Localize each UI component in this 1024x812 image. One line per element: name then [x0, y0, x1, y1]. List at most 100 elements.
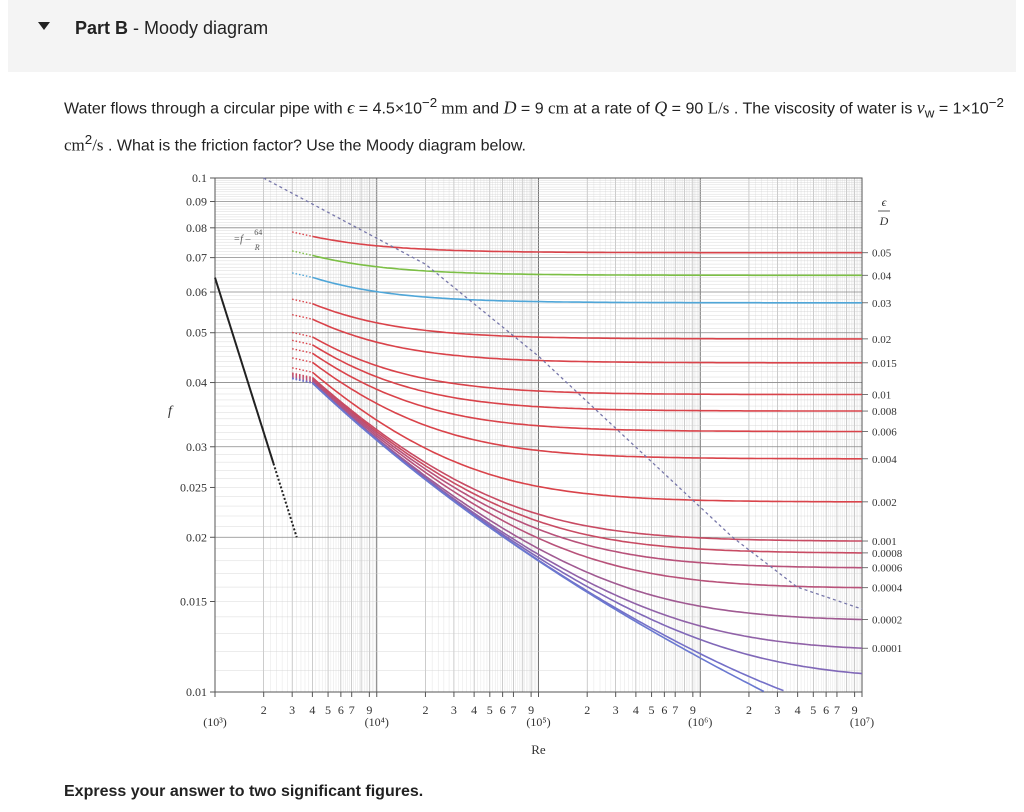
x-tick-label: 4 — [471, 703, 477, 717]
problem-text-4: . The viscosity of water is — [729, 100, 917, 118]
x-tick-label: 2 — [261, 703, 267, 717]
curve-transition-stub — [292, 298, 313, 305]
roughness-curve-0.006 — [311, 352, 862, 433]
x-tick-label: 3 — [451, 703, 457, 717]
roughness-curve-0.004 — [311, 361, 862, 460]
x-tick-label: 9 — [852, 703, 858, 717]
diameter-unit: cm — [548, 98, 569, 118]
epsilon-symbol: ϵ — [347, 97, 355, 118]
y-tick-label: 0.02 — [186, 530, 207, 544]
roughness-curve-0.05 — [312, 235, 862, 254]
x-tick-label: 6 — [500, 703, 506, 717]
y-axis-label: f — [168, 404, 174, 419]
x-tick-label: 5 — [810, 703, 816, 717]
viscosity-unit-rest: /s — [92, 134, 104, 154]
laminar-label: =f – — [233, 234, 251, 245]
curve-transition-stub — [292, 339, 313, 346]
x-axis-label: Re — [531, 742, 546, 757]
problem-text-3: at a rate of — [568, 100, 655, 118]
viscosity-unit: cm — [64, 134, 85, 154]
x-tick-label: 7 — [510, 703, 516, 717]
x-tick-label: 9 — [690, 703, 696, 717]
x-tick-label: 5 — [649, 703, 655, 717]
x-tick-label: 4 — [633, 703, 639, 717]
x-tick-label: 9 — [528, 703, 534, 717]
y-tick-label: 0.015 — [180, 594, 207, 608]
collapse-caret-icon[interactable] — [38, 22, 50, 30]
roughness-curve-0.0008 — [311, 378, 862, 554]
roughness-curve-0.002 — [311, 371, 862, 503]
x-tick-label: 4 — [795, 703, 801, 717]
right-roughness-label: 0.001 — [872, 536, 897, 548]
y-tick-label: 0.07 — [186, 251, 207, 265]
y-tick-label: 0.08 — [186, 221, 207, 235]
roughness-curve-0.015 — [312, 318, 862, 364]
viscosity-subscript: w — [924, 105, 935, 121]
problem-statement: Water flows through a circular pipe with… — [64, 90, 1004, 159]
part-subtitle: - Moody diagram — [128, 18, 269, 38]
x-tick-label: 7 — [349, 703, 355, 717]
roughness-curve-smooth-18 — [311, 382, 765, 693]
laminar-extension-line — [272, 463, 298, 538]
x-decade-label: (10³) — [203, 715, 227, 729]
x-decade-label: (10⁵) — [526, 715, 550, 729]
roughness-curve-0.0004 — [311, 380, 863, 589]
diameter-symbol: D — [503, 97, 517, 118]
roughness-curve-0.01 — [312, 336, 862, 396]
curve-transition-stub — [292, 357, 313, 364]
x-tick-label: 2 — [584, 703, 590, 717]
y-tick-label: 0.06 — [186, 285, 207, 299]
flowrate-value: = 90 — [667, 100, 708, 118]
moody-chart-svg: =f –64R0.10.090.080.070.060.050.040.030.… — [168, 171, 903, 757]
y-tick-label: 0.01 — [186, 685, 207, 699]
right-roughness-label: 0.002 — [872, 497, 897, 509]
x-decade-label: (10⁷) — [850, 715, 874, 729]
y-tick-label: 0.04 — [186, 376, 207, 390]
x-decade-label: (10⁴) — [365, 715, 389, 729]
x-tick-label: 3 — [774, 703, 780, 717]
grid-lines — [214, 177, 862, 693]
x-tick-label: 6 — [661, 703, 667, 717]
right-roughness-label: 0.0002 — [872, 614, 902, 626]
epsilon-unit: mm — [437, 98, 468, 118]
right-roughness-label: 0.02 — [872, 334, 891, 346]
right-roughness-label: 0.0004 — [872, 583, 903, 595]
viscosity-exponent: −2 — [988, 95, 1004, 110]
roughness-curve-0.04 — [312, 254, 862, 277]
right-axis-title-numerator: ϵ — [882, 195, 888, 209]
y-tick-label: 0.1 — [192, 171, 207, 185]
diameter-value: = 9 — [516, 100, 549, 118]
right-roughness-label: 0.0006 — [872, 563, 903, 575]
right-roughness-label: 0.015 — [872, 358, 897, 370]
right-roughness-label: 0.004 — [872, 454, 897, 466]
epsilon-value: = 4.5×10 — [354, 100, 422, 118]
problem-text-2: and — [467, 100, 504, 118]
curve-transition-stub — [292, 348, 313, 354]
curve-transition-stub — [292, 231, 313, 238]
x-decade-label: (10⁶) — [688, 715, 712, 729]
laminar-flow-line — [214, 277, 275, 464]
curve-transition-stub — [292, 272, 313, 279]
x-tick-label: 6 — [338, 703, 344, 717]
answer-instruction: Express your answer to two significant f… — [64, 783, 424, 800]
right-roughness-label: 0.006 — [872, 426, 897, 438]
right-roughness-label: 0.0001 — [872, 643, 902, 655]
right-roughness-label: 0.0008 — [872, 548, 903, 560]
x-tick-label: 2 — [746, 703, 752, 717]
part-label: Part B — [75, 18, 129, 38]
roughness-curve-0.02 — [312, 302, 862, 340]
roughness-curve-0.008 — [311, 344, 862, 412]
moody-diagram: =f –64 R 0.1 0.09 0.08 0.07 0.06 0.05 0.04 0.03 0.… — [150, 160, 920, 770]
section-header[interactable]: Part B - Moody diagram — [8, 0, 1016, 72]
x-tick-label: 2 — [422, 703, 428, 717]
laminar-label-denominator: R — [254, 243, 260, 252]
viscosity-unit-exponent: 2 — [84, 131, 93, 147]
x-tick-label: 6 — [823, 703, 829, 717]
flowrate-symbol: Q — [654, 97, 668, 118]
flowrate-unit: L/s — [707, 98, 730, 118]
roughness-curve-0.001 — [311, 376, 862, 542]
curve-transition-stub — [292, 373, 313, 380]
right-axis-title-denominator: D — [879, 214, 889, 228]
x-tick-label: 3 — [613, 703, 619, 717]
problem-text-1: Water flows through a circular pipe with — [64, 100, 348, 118]
